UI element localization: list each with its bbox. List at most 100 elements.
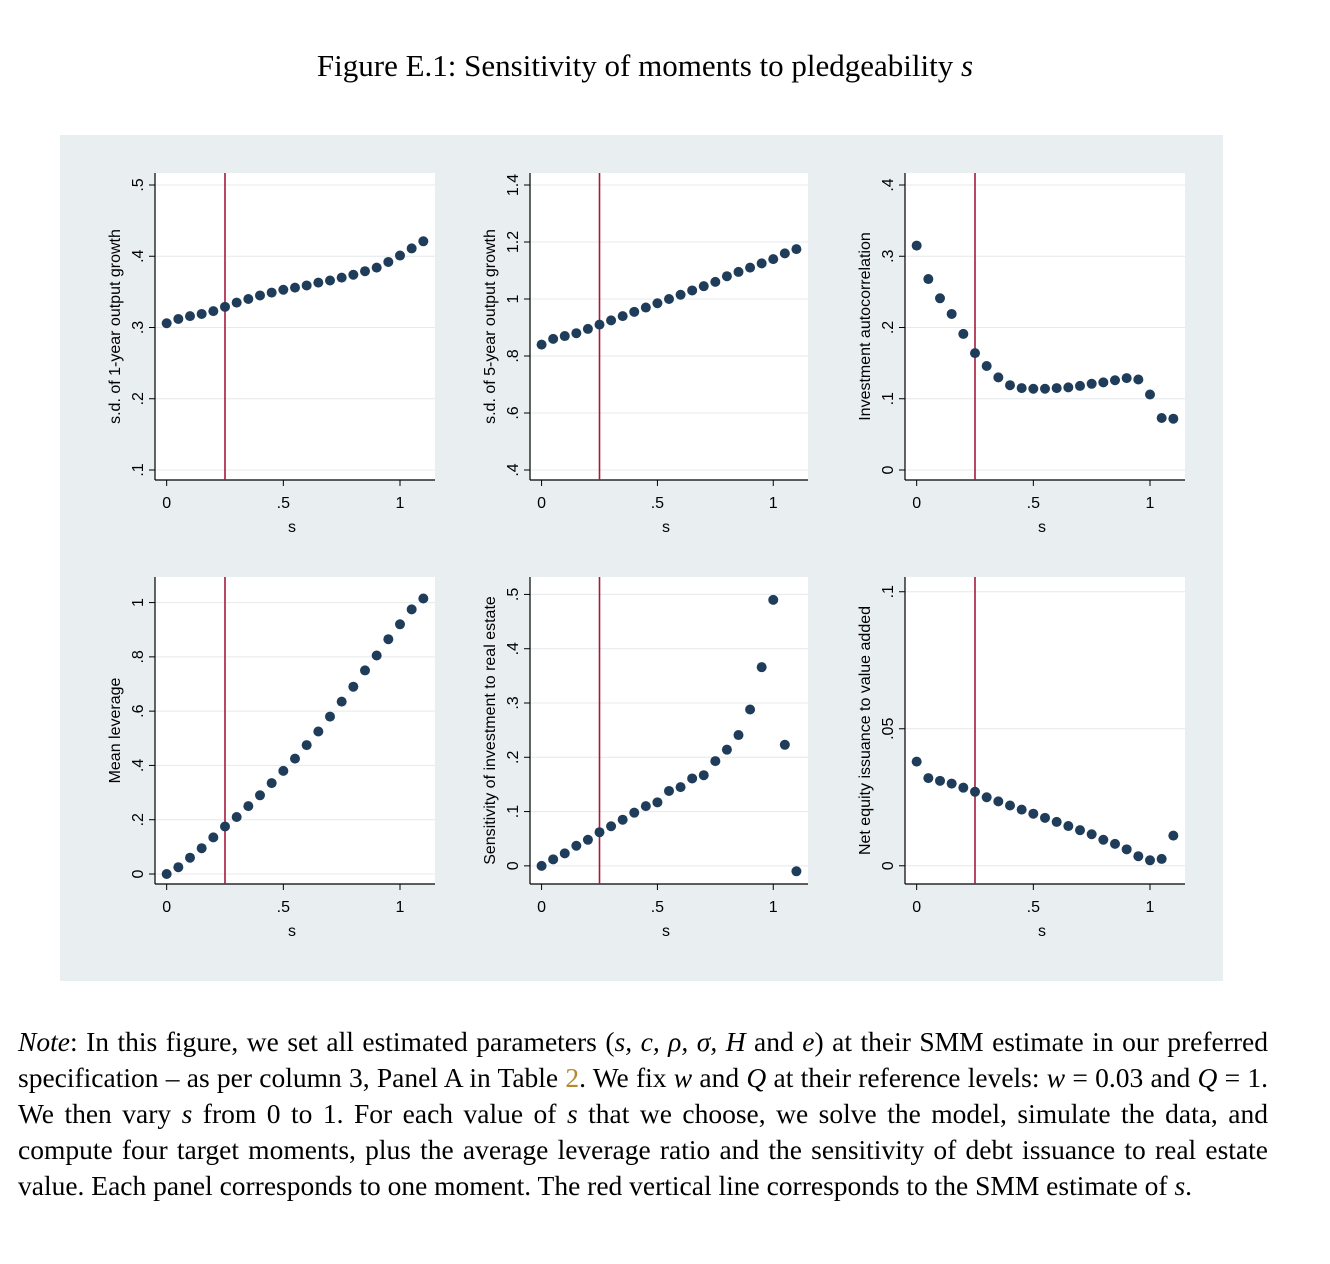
data-point	[336, 272, 347, 283]
data-point	[958, 328, 969, 339]
plot-area	[530, 577, 808, 884]
y-tick-label: .1	[880, 585, 897, 598]
y-tick-label: .1	[880, 392, 897, 405]
chart-panel-2: .4 .6 .8 1 1.2 1.4 0 .5 1 s s.d. of 5-year output …	[482, 173, 808, 536]
y-tick-label: .2	[505, 751, 522, 764]
data-point	[687, 285, 698, 296]
data-point	[360, 665, 370, 676]
data-point	[1051, 383, 1062, 394]
note-text-8: that we choose, we solve the model, simu…	[18, 1098, 1268, 1201]
data-point	[266, 287, 277, 298]
x-axis-title: s	[288, 519, 296, 536]
data-point	[571, 840, 582, 851]
data-point	[325, 711, 335, 722]
note-text-2: ) at their SMM estimate in our preferred…	[18, 1026, 1268, 1093]
y-tick-label: .4	[505, 642, 522, 655]
note-w-value: = 0.03	[1065, 1062, 1144, 1093]
data-point	[993, 796, 1004, 807]
data-point	[1005, 380, 1015, 391]
data-point	[301, 740, 312, 751]
data-point	[536, 860, 547, 871]
chart-panel-1: .1 .2 .3 .4 .5 0 .5 1 s s.d. of 1-year output gro…	[107, 173, 435, 536]
y-tick-label: .8	[130, 650, 147, 663]
data-point	[348, 681, 359, 692]
data-point	[196, 843, 207, 854]
data-point	[629, 306, 640, 317]
plot-area	[155, 173, 435, 480]
data-point	[313, 277, 324, 288]
data-point	[923, 274, 934, 285]
data-point	[1110, 375, 1120, 386]
data-point	[1098, 834, 1109, 845]
y-tick-label: .4	[130, 759, 147, 772]
data-point	[220, 301, 230, 312]
data-point	[1040, 812, 1050, 823]
data-point	[325, 275, 335, 286]
note-params: s, c, ρ, σ, H	[614, 1026, 746, 1057]
data-point	[243, 294, 254, 304]
table-reference-link[interactable]: 2	[565, 1062, 580, 1093]
data-point	[1040, 383, 1050, 394]
data-point	[582, 323, 593, 334]
data-point	[1075, 380, 1085, 391]
y-tick-label: .2	[130, 392, 147, 405]
y-tick-label: .5	[130, 178, 147, 191]
data-point	[617, 311, 628, 322]
data-point	[935, 775, 945, 786]
note-var-s-c: s	[1174, 1170, 1186, 1201]
data-point	[418, 236, 429, 247]
data-point	[220, 821, 230, 832]
x-tick-label: 0	[162, 495, 171, 512]
data-point	[1145, 855, 1155, 866]
y-tick-label: .1	[505, 805, 522, 818]
chart-panel-3: 0 .1 .2 .3 .4 0 .5 1 s Investment autocorrelation	[857, 173, 1185, 536]
data-point	[1075, 825, 1085, 836]
x-tick-label: .5	[651, 495, 664, 512]
data-point	[1121, 373, 1132, 384]
data-point	[278, 765, 289, 776]
figure-title-text: Figure E.1: Sensitivity of moments to pl…	[316, 48, 954, 83]
data-point	[383, 256, 394, 267]
data-point	[675, 289, 686, 300]
y-tick-label: .4	[880, 178, 897, 191]
data-point	[664, 785, 674, 796]
data-point	[911, 756, 922, 767]
data-point	[185, 311, 195, 322]
y-tick-label: .6	[130, 704, 147, 717]
data-point	[791, 244, 802, 255]
x-tick-label: 1	[1146, 899, 1155, 916]
data-point	[1110, 838, 1120, 849]
data-point	[1156, 412, 1167, 423]
data-point	[993, 372, 1004, 383]
data-point	[278, 284, 289, 295]
data-point	[536, 339, 547, 350]
data-point	[395, 250, 405, 261]
data-point	[1063, 382, 1074, 393]
data-point	[1063, 821, 1074, 832]
data-point	[290, 282, 300, 293]
note-param-e: e	[802, 1026, 815, 1057]
note-text-6: . We then vary	[18, 1062, 1268, 1129]
x-tick-label: .5	[651, 899, 664, 916]
y-tick-label: .4	[130, 249, 147, 262]
data-point	[548, 854, 559, 865]
x-axis-title: s	[662, 519, 670, 536]
note-text-and-2: and	[1143, 1062, 1198, 1093]
data-point	[266, 778, 277, 789]
x-tick-label: .5	[1027, 899, 1040, 916]
data-point	[1028, 383, 1039, 394]
figure-title: Figure E.1: Sensitivity of moments to pl…	[0, 48, 1290, 84]
x-tick-label: 1	[396, 899, 405, 916]
x-tick-label: 1	[396, 495, 405, 512]
x-tick-label: 1	[769, 495, 778, 512]
y-tick-label: 1	[505, 294, 522, 303]
note-text-1: : In this figure, we set all estimated p…	[69, 1026, 615, 1057]
x-tick-label: 1	[769, 899, 778, 916]
data-point	[1086, 829, 1097, 840]
note-text-and: and	[745, 1026, 803, 1057]
data-point	[970, 348, 980, 359]
data-point	[360, 266, 370, 277]
y-tick-label: .6	[505, 406, 522, 419]
data-point	[710, 756, 721, 767]
note-label: Note	[18, 1026, 70, 1057]
